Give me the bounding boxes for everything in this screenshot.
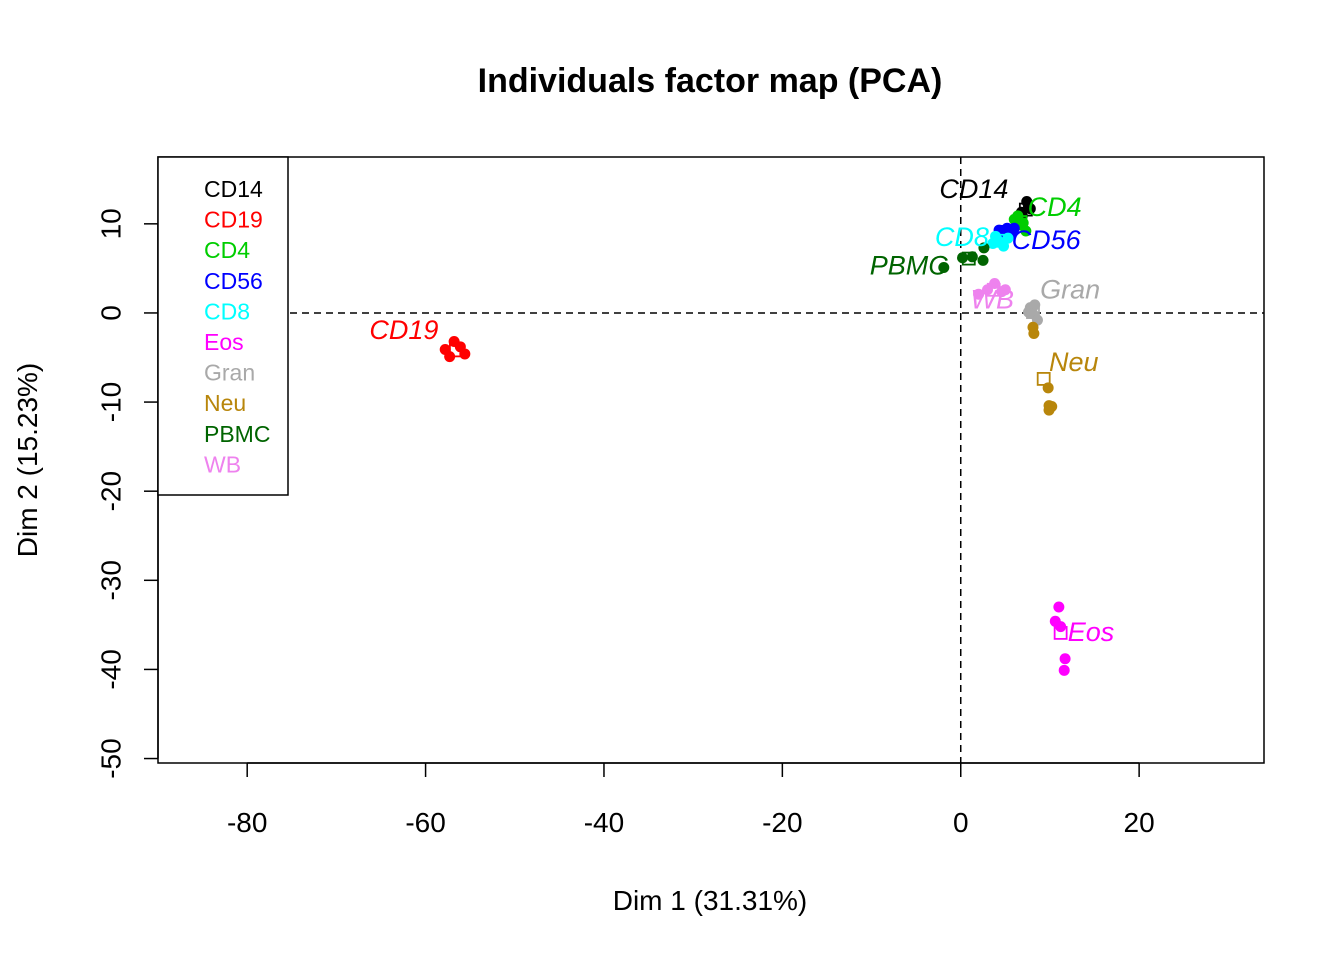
data-point-eos <box>1059 653 1071 665</box>
data-point-pbmc <box>978 242 990 254</box>
group-label-eos: Eos <box>1068 617 1115 647</box>
centroid-eos <box>1053 625 1068 640</box>
y-tick-label: -50 <box>96 738 127 778</box>
legend-entry-eos: Eos <box>204 329 244 355</box>
legend-entry-wb: WB <box>204 451 241 477</box>
centroid-pbmc <box>961 251 976 266</box>
reference-lines <box>158 157 1264 763</box>
legend-entry-neu: Neu <box>204 390 246 416</box>
legend-entry-cd8: CD8 <box>204 298 250 324</box>
data-point-gran <box>1029 299 1041 311</box>
data-point-pbmc <box>938 262 950 274</box>
plot-frame <box>157 156 1265 764</box>
legend-entry-cd4: CD4 <box>204 237 250 263</box>
y-axis: -50 -40 -30 -20 -10 0 10 <box>96 208 159 779</box>
legend-entry-pbmc: PBMC <box>204 421 270 447</box>
centroid-gran <box>1026 305 1040 319</box>
x-axis: -80 -60 -40 -20 0 20 <box>227 762 1155 838</box>
group-label-cd8: CD8 <box>935 222 989 252</box>
centroid-wb <box>986 282 1001 297</box>
data-point-cd19 <box>459 348 471 360</box>
group-label-neu: Neu <box>1049 347 1099 377</box>
data-point-neu <box>1042 382 1054 394</box>
x-axis-label: Dim 1 (31.31%) <box>613 885 808 916</box>
x-tick-label: -40 <box>584 807 624 838</box>
data-point-neu <box>1028 327 1040 339</box>
legend-entry-gran: Gran <box>204 360 255 386</box>
chart-title: Individuals factor map (PCA) <box>478 62 943 100</box>
group-label-wb: WB <box>971 285 1015 315</box>
group-label-cd4: CD4 <box>1028 192 1082 222</box>
legend-entry-cd56: CD56 <box>204 268 263 294</box>
y-tick-label: 10 <box>96 208 127 239</box>
points-layer <box>439 196 1071 676</box>
centroid-cd19 <box>449 343 463 358</box>
x-tick-label: -60 <box>405 807 445 838</box>
data-point-pbmc <box>977 254 989 266</box>
legend-entry-cd14: CD14 <box>204 176 263 202</box>
group-label-gran: Gran <box>1040 275 1100 305</box>
y-axis-label: Dim 2 (15.23%) <box>12 363 43 558</box>
y-tick-label: -20 <box>96 471 127 511</box>
legend-box <box>157 156 289 496</box>
x-tick-label: 20 <box>1124 807 1155 838</box>
x-tick-label: -80 <box>227 807 267 838</box>
group-label-cd14: CD14 <box>939 174 1008 204</box>
centroid-cd4 <box>1013 215 1028 229</box>
centroid-neu <box>1036 372 1051 386</box>
legend-entry-cd19: CD19 <box>204 207 263 233</box>
y-tick-label: -30 <box>96 560 127 600</box>
centroid-cd8 <box>993 233 1007 248</box>
data-point-eos <box>1053 601 1065 613</box>
group-label-cd56: CD56 <box>1012 225 1082 255</box>
data-point-cd8 <box>990 230 1002 242</box>
x-tick-label: -20 <box>762 807 802 838</box>
data-point-neu <box>1043 404 1055 416</box>
y-tick-label: -40 <box>96 649 127 689</box>
group-label-pbmc: PBMC <box>870 251 949 281</box>
legend: CD14 CD19 CD4 CD56 CD8 Eos Gran Neu PBMC WB <box>157 156 289 496</box>
y-tick-label: -10 <box>96 382 127 422</box>
y-tick-label: 0 <box>96 305 127 321</box>
data-point-eos <box>1058 664 1070 676</box>
data-point-cd14 <box>1024 203 1036 215</box>
group-label-cd19: CD19 <box>369 315 438 345</box>
data-point-wb <box>999 284 1011 296</box>
data-point-wb <box>973 288 985 300</box>
x-tick-label: 0 <box>953 807 969 838</box>
